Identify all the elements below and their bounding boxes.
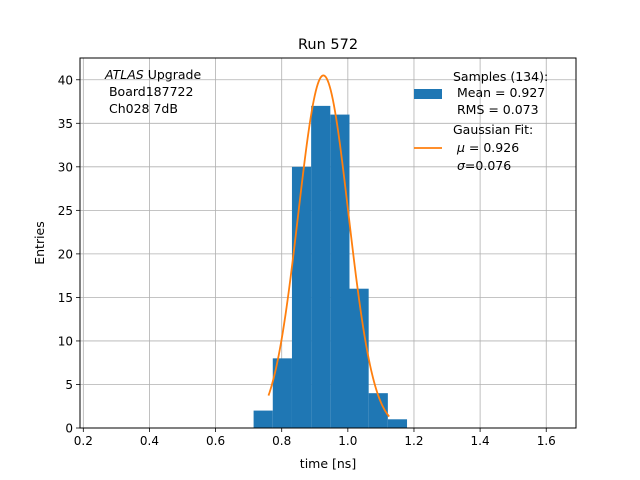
y-tick-label-4: 20	[58, 247, 73, 261]
x-tick-label-6: 1.4	[471, 434, 490, 448]
x-tick-label-4: 1.0	[338, 434, 357, 448]
x-tick-label-0: 0.2	[74, 434, 93, 448]
y-tick-label-6: 30	[58, 160, 73, 174]
annotation-channel: Ch028 7dB	[105, 101, 178, 116]
svg-text:μ = 0.926: μ = 0.926	[453, 140, 519, 155]
legend-mu-symbol: μ	[456, 140, 465, 155]
legend-hist-swatch	[414, 89, 442, 99]
y-tick-label-3: 15	[58, 291, 73, 305]
legend: Samples (134): Mean = 0.927 RMS = 0.073 …	[414, 69, 548, 173]
histogram-bar-6	[368, 393, 388, 428]
x-tick-label-3: 0.8	[272, 434, 291, 448]
histogram-bar-2	[291, 166, 312, 428]
histogram-bar-4	[330, 114, 350, 429]
y-tick-label-2: 10	[58, 334, 73, 348]
x-tick-label-5: 1.2	[404, 434, 423, 448]
legend-rms-text: RMS = 0.073	[453, 102, 539, 117]
y-tick-label-0: 0	[65, 422, 73, 436]
histogram-bars	[253, 105, 408, 429]
legend-gaussian-fit-text: Gaussian Fit:	[453, 122, 533, 137]
x-tick-label-7: 1.6	[537, 434, 556, 448]
chart-title: Run 572	[298, 37, 358, 53]
plot-frame	[79, 57, 577, 429]
histogram-bar-7	[387, 419, 408, 428]
histogram-bar-5	[349, 288, 369, 428]
gaussian-fit-curve	[267, 74, 390, 418]
y-tick-label-5: 25	[58, 204, 73, 218]
legend-mu-value: = 0.926	[465, 140, 519, 155]
legend-sigma-value: =0.076	[465, 158, 511, 173]
histogram-bar-1	[272, 358, 292, 428]
x-tick-label-2: 0.6	[206, 434, 225, 448]
y-axis-label: Entries	[32, 221, 47, 265]
annotation-upgrade-text: Upgrade	[144, 67, 202, 82]
y-axis-ticks: 0 5 10 15 20 25 30 35 40	[58, 73, 80, 436]
svg-text:σ=0.076: σ=0.076	[453, 158, 511, 173]
y-tick-label-8: 40	[58, 73, 73, 87]
y-tick-label-1: 5	[65, 378, 73, 392]
histogram-bar-3	[311, 105, 331, 428]
svg-text:ATLAS Upgrade: ATLAS Upgrade	[104, 67, 201, 82]
annotation-board: Board187722	[105, 84, 193, 99]
x-axis-ticks: 0.2 0.4 0.6 0.8 1.0 1.2 1.4 1.6	[74, 428, 556, 448]
histogram-bar-0	[253, 410, 273, 428]
y-tick-label-7: 35	[58, 117, 73, 131]
legend-samples-text: Samples (134):	[453, 69, 548, 84]
legend-sigma-symbol: σ	[457, 158, 466, 173]
x-axis-label: time [ns]	[300, 456, 356, 471]
legend-mean-text: Mean = 0.927	[453, 85, 545, 100]
annotation-atlas-italic: ATLAS	[104, 67, 144, 82]
x-tick-label-1: 0.4	[140, 434, 159, 448]
atlas-annotation: ATLAS Upgrade Board187722 Ch028 7dB	[104, 67, 201, 116]
